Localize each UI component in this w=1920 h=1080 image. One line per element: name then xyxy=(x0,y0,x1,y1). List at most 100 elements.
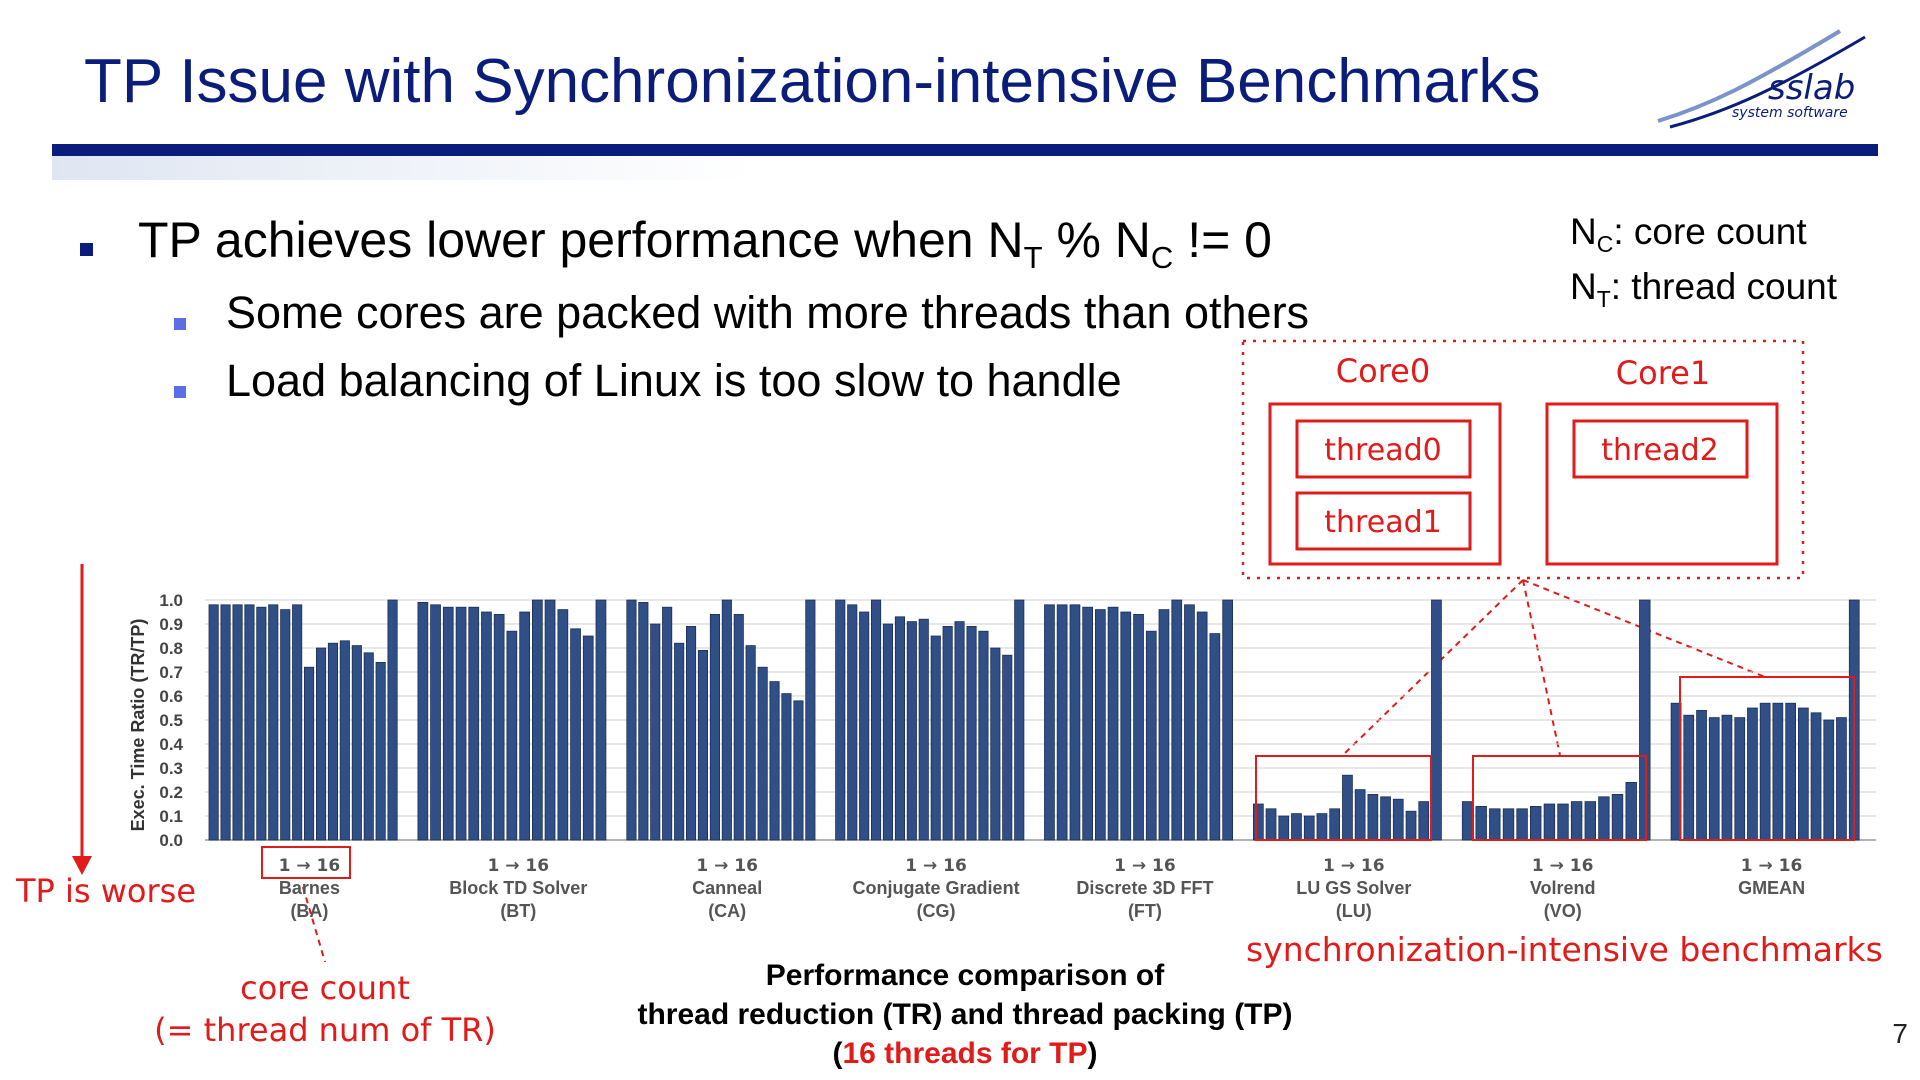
x-category-abbr: (CA) xyxy=(708,901,746,921)
bar-vo-10 xyxy=(1598,796,1610,841)
bar-ba-6 xyxy=(280,609,291,841)
bar-vo-13 xyxy=(1639,599,1651,841)
x-category-label: Discrete 3D FFT xyxy=(1076,878,1213,898)
x-category-abbr: (VO) xyxy=(1544,901,1582,921)
bar-bt-6 xyxy=(493,614,505,841)
bar-vo-8 xyxy=(1570,801,1583,841)
bar-ca-2 xyxy=(650,623,661,841)
bar-cg-0 xyxy=(835,599,846,841)
bar-lu-8 xyxy=(1354,789,1366,841)
logo-text: sslab xyxy=(1768,68,1855,108)
bar-ft-9 xyxy=(1158,609,1170,841)
y-tick-label: 0.2 xyxy=(159,783,183,802)
bar-ba-2 xyxy=(232,604,243,841)
bar-cg-5 xyxy=(894,616,905,841)
bar-gmean-5 xyxy=(1734,717,1746,841)
bar-cg-11 xyxy=(966,626,977,841)
bar-lu-10 xyxy=(1380,796,1391,841)
x-category-abbr: (FT) xyxy=(1128,901,1162,921)
bar-ca-12 xyxy=(769,681,780,841)
bar-vo-9 xyxy=(1584,801,1597,841)
core1-label: Core1 xyxy=(1616,354,1710,392)
nt-definition: NT: thread count xyxy=(1570,266,1838,313)
bar-bt-7 xyxy=(506,630,518,841)
x-category-label: LU GS Solver xyxy=(1296,878,1411,898)
bar-ba-0 xyxy=(208,604,219,841)
x-range-label: 1 → 16 xyxy=(696,856,758,876)
x-category-label: GMEAN xyxy=(1738,878,1805,898)
x-category-abbr: (BA) xyxy=(290,901,328,921)
bar-ca-11 xyxy=(757,666,768,841)
bar-lu-14 xyxy=(1431,599,1442,841)
bar-bt-10 xyxy=(544,599,556,841)
bar-lu-4 xyxy=(1303,815,1315,841)
bar-cg-13 xyxy=(990,647,1001,841)
x-range-label: 1 → 16 xyxy=(488,856,550,876)
bar-ca-15 xyxy=(805,599,816,841)
bar-ba-10 xyxy=(327,642,338,841)
bar-cg-12 xyxy=(978,630,989,841)
x-category-label: Conjugate Gradient xyxy=(853,878,1020,898)
bar-lu-7 xyxy=(1342,774,1353,841)
x-category-abbr: (LU) xyxy=(1336,901,1372,921)
caption-line-1: Performance comparison of xyxy=(765,959,1165,992)
bar-bt-14 xyxy=(595,599,607,841)
y-tick-label: 0.7 xyxy=(159,663,183,682)
x-category-label: Volrend xyxy=(1530,878,1596,898)
bar-bt-5 xyxy=(481,611,492,841)
bar-bt-0 xyxy=(417,602,429,841)
tp-worse-label: TP is worse xyxy=(16,872,197,910)
bar-vo-12 xyxy=(1625,782,1637,841)
y-tick-label: 0.9 xyxy=(159,615,183,634)
bar-cg-2 xyxy=(859,611,870,841)
bar-gmean-10 xyxy=(1798,707,1809,841)
bar-cg-4 xyxy=(882,623,893,841)
bar-gmean-9 xyxy=(1785,702,1796,841)
bar-cg-9 xyxy=(942,626,953,841)
bar-ca-10 xyxy=(745,645,756,841)
bar-lu-13 xyxy=(1418,801,1430,841)
thread0-label: thread0 xyxy=(1324,433,1441,468)
bar-ca-13 xyxy=(781,693,792,841)
gmean-highlight-box xyxy=(1679,676,1855,841)
lu-highlight-box xyxy=(1255,755,1432,841)
bar-gmean-12 xyxy=(1823,719,1835,841)
bar-gmean-11 xyxy=(1810,712,1822,841)
sub-bullet-marker xyxy=(174,318,186,330)
x-range-label: 1 → 16 xyxy=(1741,856,1803,876)
main-bullet-sub-t: T xyxy=(1023,239,1043,275)
bar-ba-15 xyxy=(387,599,398,841)
bar-ba-1 xyxy=(220,604,231,841)
bar-bt-11 xyxy=(557,609,569,841)
thread1-label: thread1 xyxy=(1324,505,1441,540)
bar-vo-11 xyxy=(1611,794,1624,841)
bar-ba-14 xyxy=(375,662,386,841)
sub-bullet-1: Some cores are packed with more threads … xyxy=(226,287,1310,338)
bar-lu-9 xyxy=(1367,794,1379,841)
bar-ca-4 xyxy=(674,642,685,841)
bar-ba-7 xyxy=(292,604,303,841)
bar-lu-11 xyxy=(1392,798,1404,841)
bar-ba-5 xyxy=(268,604,279,841)
bar-cg-10 xyxy=(954,621,965,841)
bar-gmean-6 xyxy=(1747,707,1758,841)
bar-ft-3 xyxy=(1082,606,1093,841)
bar-vo-7 xyxy=(1557,803,1569,841)
thread0-box xyxy=(1295,419,1472,479)
bar-lu-1 xyxy=(1265,808,1277,841)
bar-vo-1 xyxy=(1475,806,1487,841)
bar-ft-2 xyxy=(1069,604,1081,841)
bar-ca-9 xyxy=(733,614,744,841)
sub-bullet-2: Load balancing of Linux is too slow to h… xyxy=(226,355,1122,406)
main-bullet-text-a: TP achieves lower performance when N xyxy=(138,212,1024,268)
bar-gmean-2 xyxy=(1696,710,1707,841)
core-count-label: core count (= thread num of TR) xyxy=(154,969,496,1049)
x-range-label: 1 → 16 xyxy=(1323,856,1385,876)
bar-ft-1 xyxy=(1056,604,1068,841)
bar-ba-11 xyxy=(339,640,350,841)
x-category-abbr: (CG) xyxy=(917,901,956,921)
x-category-abbr: (BT) xyxy=(500,901,536,921)
page-number: 7 xyxy=(1892,1018,1908,1049)
